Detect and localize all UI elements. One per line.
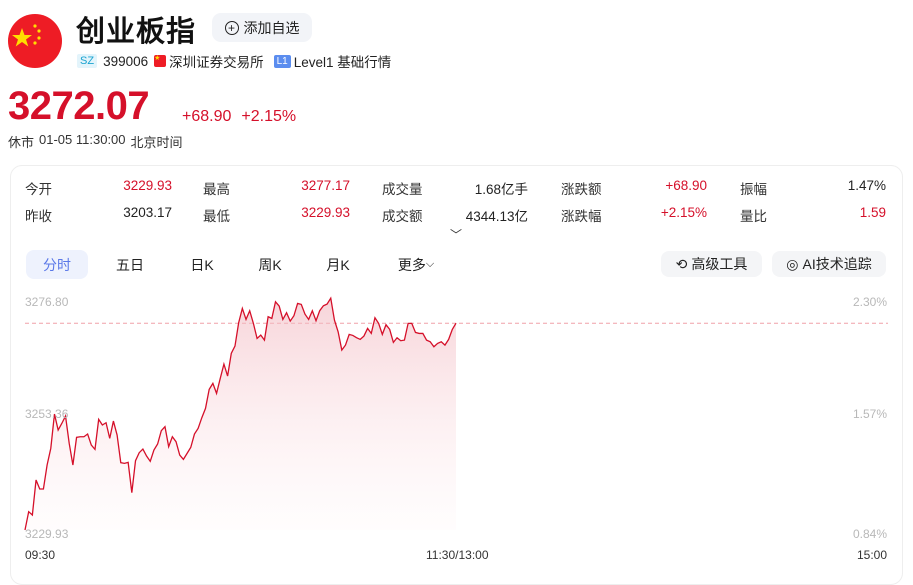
x-tick-close: 15:00 [857,548,887,562]
y-tick-left-mid: 3253.36 [25,407,68,421]
x-tick-open: 09:30 [25,548,55,562]
x-tick-midday: 11:30/13:00 [426,548,489,562]
y-tick-left-top: 3276.80 [25,295,68,309]
y-tick-right-bottom: 0.84% [853,527,887,541]
y-tick-right-mid: 1.57% [853,407,887,421]
y-tick-right-top: 2.30% [853,295,887,309]
intraday-chart[interactable] [0,0,913,569]
y-tick-left-bottom: 3229.93 [25,527,68,541]
